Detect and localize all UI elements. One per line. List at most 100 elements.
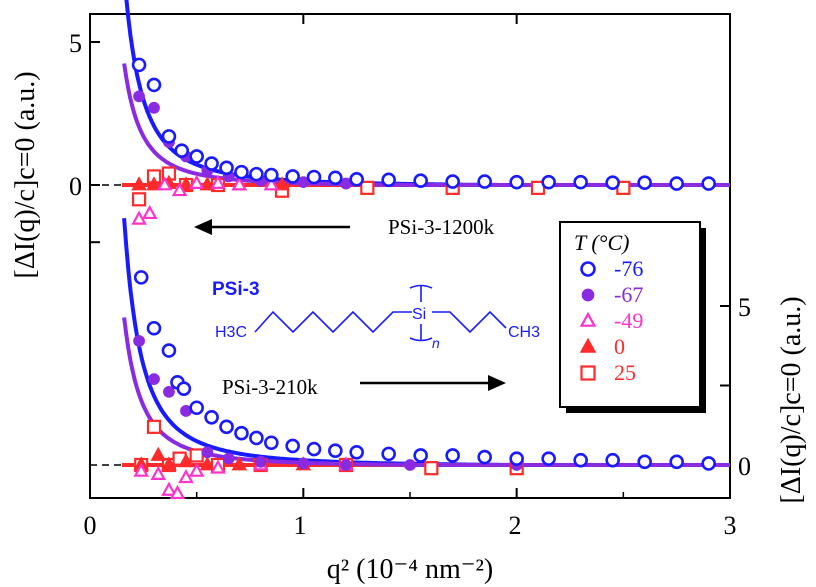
data-point-25 [146,419,162,434]
legend-marker-25 [580,365,596,381]
data-point--76 [349,171,364,187]
chemical-structure: PSi-3 H3C Si n CH3 [212,279,540,351]
data-point--76 [328,170,343,186]
legend-label--67: -67 [614,282,643,307]
y-axis-label-right: [ΔI(q)/c]c=0 (a.u.) [776,296,807,503]
data-point--76 [413,448,428,463]
data-point--76 [509,451,524,466]
structure-right-group: CH3 [508,324,540,341]
data-point--49 [141,204,158,220]
x-tick-label-1: 1 [294,511,307,540]
data-point--76 [131,57,147,73]
x-tick-label-2: 2 [509,511,522,540]
data-point--49 [133,462,150,477]
data-point--76 [176,381,192,396]
data-point--76 [161,129,177,144]
data-point-0 [150,446,167,461]
data-point--67 [148,373,160,386]
data-point--76 [133,270,149,285]
legend-marker--67 [581,288,595,302]
arrow-left-head [194,219,212,235]
data-point-0 [146,176,162,191]
structure-left-chain [254,310,412,334]
data-point--76 [669,176,684,191]
data-point--67 [133,90,145,103]
data-point--76 [306,169,322,185]
legend-label-0: 0 [614,334,625,359]
data-point-0 [131,176,147,191]
data-point--49 [188,462,205,477]
data-point--76 [605,175,620,191]
data-point--76 [234,164,249,180]
data-point--76 [573,452,588,468]
data-point--76 [219,419,234,435]
data-point--67 [163,385,175,398]
data-point--76 [146,320,162,336]
panel-0 [122,0,730,225]
legend-marker--49 [579,311,597,327]
data-point--49 [150,465,167,480]
data-point--76 [234,425,249,441]
data-point--76 [161,343,177,358]
data-point--49 [171,181,188,197]
structure-title: PSi-3 [212,279,260,300]
data-point--67 [254,455,267,468]
data-point--49 [131,210,147,225]
data-point-25 [131,192,147,207]
data-point--76 [701,456,716,471]
data-point--76 [445,448,460,463]
data-point--76 [174,143,190,158]
structure-left-group: H3C [215,324,247,341]
data-point--67 [297,457,310,470]
legend-marker-0 [579,337,597,353]
data-point-0 [199,176,216,191]
data-point--76 [328,443,343,458]
data-point--67 [222,452,235,465]
data-point--76 [204,409,219,425]
data-point-25 [530,180,546,195]
data-point-25 [360,180,375,195]
x-tick-label-0: 0 [84,511,97,540]
data-point-0 [178,176,194,191]
structure-center-atom: Si [412,306,426,323]
annotation-lower-sample: PSi-3-210k [222,375,318,399]
data-point--76 [541,174,556,190]
data-point--76 [249,430,264,446]
data-point-0 [178,453,194,468]
arrow-right-head [488,375,506,391]
x-axis-label: q² (10⁻⁴ nm⁻²) [327,554,494,585]
structure-bracket-bottom [409,337,433,342]
data-point--67 [133,335,145,347]
data-point--49 [210,174,226,189]
data-point--76 [381,446,396,462]
data-point--49 [188,174,205,189]
structure-right-chain [432,310,507,334]
data-point--49 [263,176,280,191]
data-point--76 [669,454,684,470]
data-point--76 [605,452,620,468]
data-point--76 [249,166,264,182]
y-right-tick-label-5: 5 [738,293,751,322]
legend-marker--76 [580,261,596,277]
annotation-upper-sample: PSi-3-1200k [388,215,495,239]
data-point-25 [424,461,439,476]
data-point--76 [219,160,234,176]
data-point--76 [306,441,322,457]
data-point--76 [349,444,364,460]
data-point--76 [285,438,300,454]
data-point-25 [189,448,204,463]
y-axis-label-left: [ΔI(q)/c]c=0 (a.u.) [10,71,41,278]
data-point--76 [509,174,524,190]
structure-subscript-n: n [432,335,440,351]
data-point--76 [477,174,492,189]
data-point-0 [199,456,216,471]
data-point-0 [231,456,248,471]
data-point--67 [340,459,352,471]
data-point--76 [146,77,162,93]
data-point--76 [264,435,279,451]
data-point--76 [264,167,279,183]
legend-label--76: -76 [614,256,643,281]
x-tick-label-3: 3 [724,511,737,540]
data-point--49 [161,481,177,496]
